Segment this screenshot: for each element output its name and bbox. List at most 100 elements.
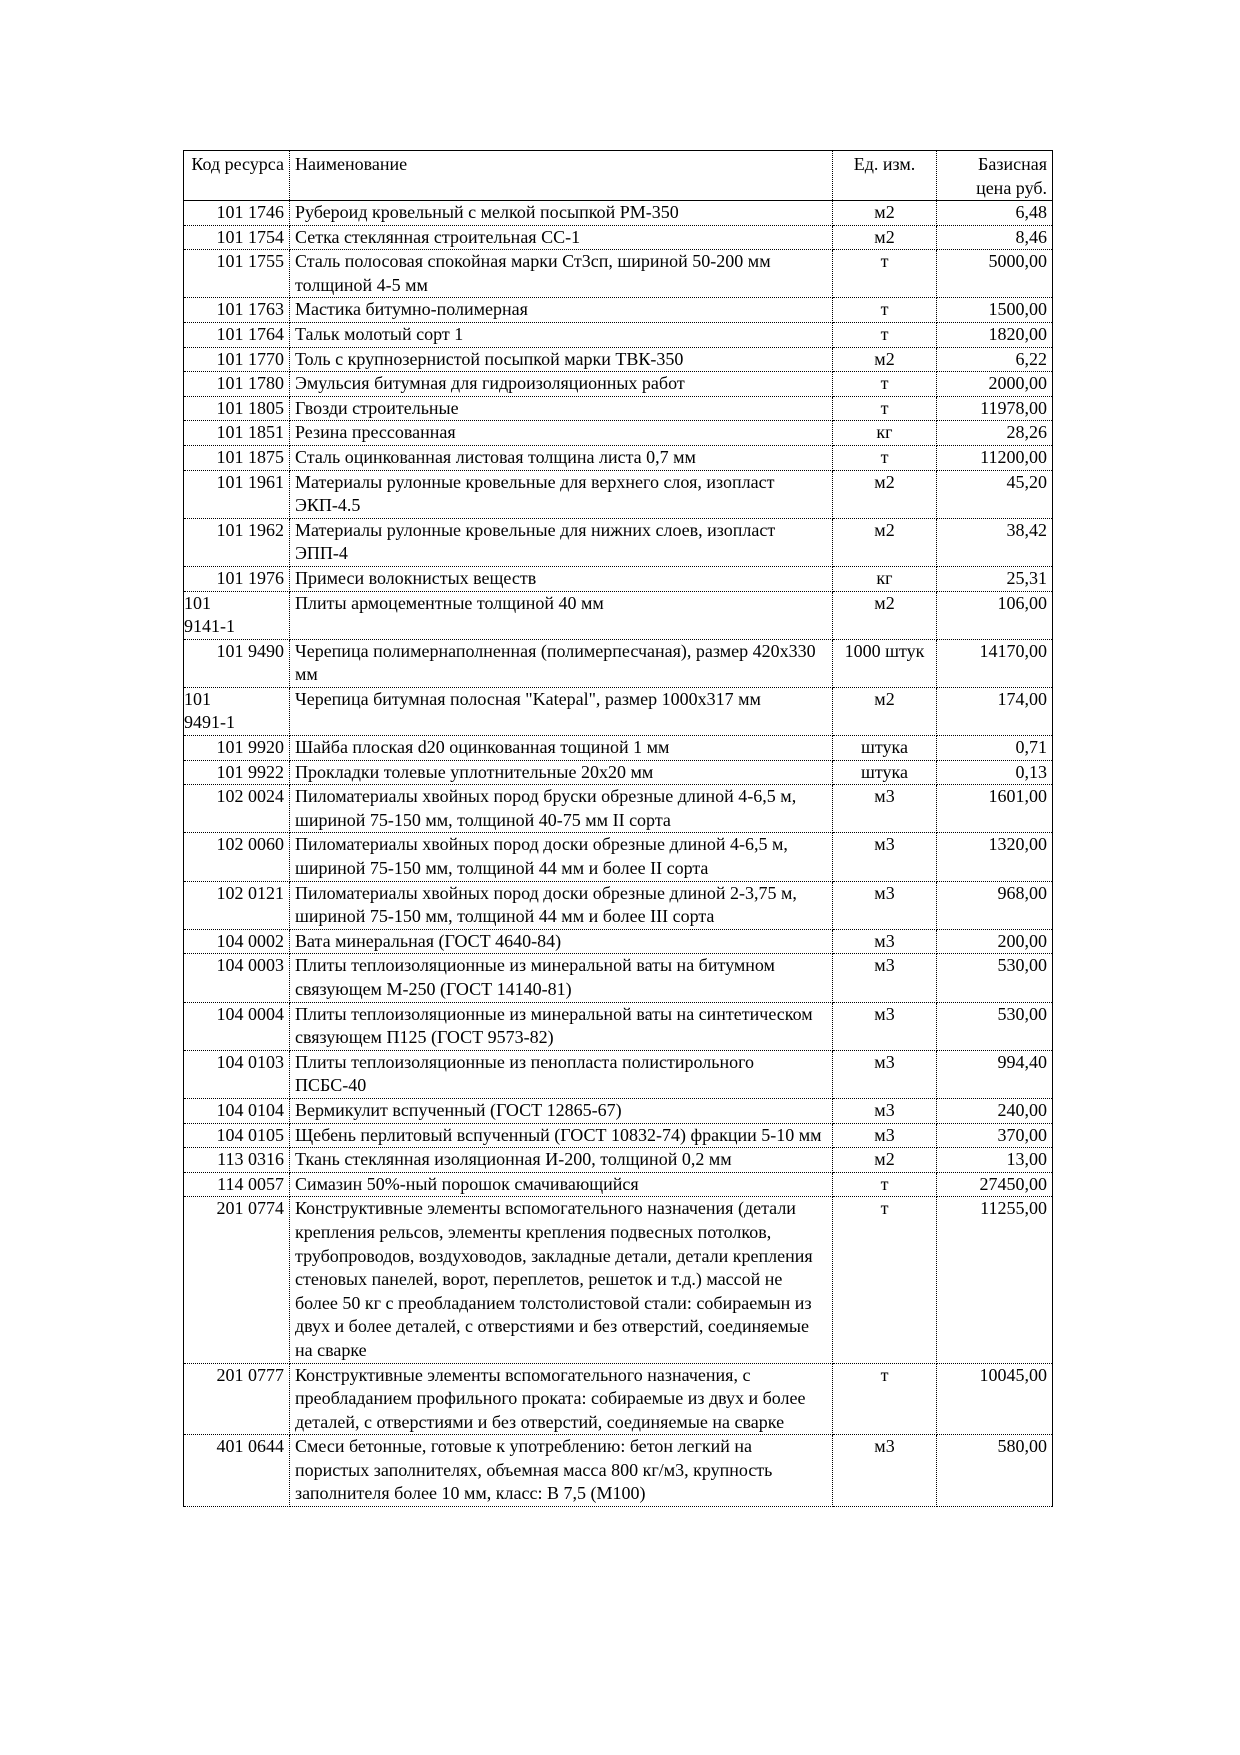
header-unit: Ед. изм.: [832, 150, 937, 201]
cell-unit: м2: [832, 1147, 937, 1173]
cell-unit: м3: [832, 1122, 937, 1149]
cell-code: 101 1763: [183, 297, 290, 323]
code-text: 101 9491-1: [184, 688, 235, 733]
cell-price: 240,00: [936, 1097, 1053, 1124]
cell-name: Эмульсия битумная для гидроизоляционных …: [289, 371, 833, 397]
cell-price: 11200,00: [936, 444, 1053, 471]
cell-name: Сталь полосовая спокойная марки Ст3сп, ш…: [289, 249, 833, 299]
cell-code: 104 0103: [183, 1049, 290, 1099]
cell-unit: т: [832, 1171, 937, 1198]
cell-name: Шайба плоская d20 оцинкованная тощиной 1…: [289, 735, 833, 761]
cell-price: 45,20: [936, 469, 1053, 519]
cell-name: Пиломатериалы хвойных пород доски обрезн…: [289, 880, 833, 930]
cell-code: 401 0644: [183, 1434, 290, 1508]
cell-price: 200,00: [936, 928, 1053, 955]
table-row: 101 9490 Черепица полимернаполненная (пол…: [183, 638, 1053, 688]
table-row: 104 0103 Плиты теплоизоляционные из пеноп…: [183, 1049, 1053, 1099]
table-row: 104 0002 Вата минеральная (ГОСТ 4640-84) м…: [183, 928, 1053, 955]
cell-code: 102 0060: [183, 832, 290, 882]
table-row: 102 0024 Пиломатериалы хвойных пород брус…: [183, 784, 1053, 834]
cell-unit: м3: [832, 784, 937, 834]
cell-name: Тальк молотый сорт 1: [289, 321, 833, 348]
cell-name: Черепица полимернаполненная (полимерпесч…: [289, 638, 833, 688]
table-row: 104 0003 Плиты теплоизоляционные из минер…: [183, 953, 1053, 1003]
cell-code: 113 0316: [183, 1147, 290, 1173]
cell-name: Ткань стеклянная изоляционная И-200, тол…: [289, 1147, 833, 1173]
cell-price: 6,22: [936, 346, 1053, 373]
cell-unit: штука: [832, 759, 937, 786]
cell-name: Плиты теплоизоляционные из минеральной в…: [289, 1001, 833, 1051]
cell-price: 1320,00: [936, 832, 1053, 882]
cell-unit: м3: [832, 1097, 937, 1124]
cell-name: Плиты теплоизоляционные из минеральной в…: [289, 953, 833, 1003]
cell-price: 580,00: [936, 1434, 1053, 1508]
cell-name: Резина прессованная: [289, 420, 833, 446]
cell-name: Плиты армоцементные толщиной 40 мм: [289, 590, 833, 640]
cell-unit: м2: [832, 200, 937, 226]
cell-unit: м2: [832, 224, 937, 251]
cell-code: 101 9491-1: [183, 686, 290, 737]
cell-unit: м3: [832, 1434, 937, 1508]
cell-price: 14170,00: [936, 638, 1053, 688]
cell-code: 101 1755: [183, 249, 290, 299]
cell-name: Щебень перлитовый вспученный (ГОСТ 10832…: [289, 1122, 833, 1149]
cell-name: Материалы рулонные кровельные для верхне…: [289, 469, 833, 519]
cell-code: 102 0024: [183, 784, 290, 834]
cell-unit: штука: [832, 735, 937, 761]
table-row: 101 1780 Эмульсия битумная для гидроизоля…: [183, 371, 1053, 397]
cell-price: 968,00: [936, 880, 1053, 930]
cell-unit: м3: [832, 1001, 937, 1051]
cell-name: Сетка стеклянная строительная СС-1: [289, 224, 833, 251]
table-row: 201 0777 Конструктивные элементы вспомога…: [183, 1362, 1053, 1436]
cell-unit: т: [832, 297, 937, 323]
cell-unit: т: [832, 321, 937, 348]
table-row: 201 0774 Конструктивные элементы вспомога…: [183, 1196, 1053, 1364]
cell-name: Гвозди строительные: [289, 395, 833, 422]
cell-name: Прокладки толевые уплотнительные 20х20 м…: [289, 759, 833, 786]
cell-code: 104 0003: [183, 953, 290, 1003]
cell-unit: т: [832, 444, 937, 471]
table-row: 113 0316 Ткань стеклянная изоляционная И-…: [183, 1147, 1053, 1173]
cell-code: 101 1961: [183, 469, 290, 519]
cell-name: Симазин 50%-ный порошок смачивающийся: [289, 1171, 833, 1198]
cell-name: Конструктивные элементы вспомогательного…: [289, 1362, 833, 1436]
cell-price: 25,31: [936, 565, 1053, 592]
cell-name: Плиты теплоизоляционные из пенопласта по…: [289, 1049, 833, 1099]
cell-unit: м3: [832, 832, 937, 882]
cell-unit: м2: [832, 346, 937, 373]
table-row: 101 1875 Сталь оцинкованная листовая толщ…: [183, 444, 1053, 471]
cell-code: 101 1805: [183, 395, 290, 422]
cell-name: Сталь оцинкованная листовая толщина лист…: [289, 444, 833, 471]
cell-code: 101 9141-1: [183, 590, 290, 640]
cell-unit: м2: [832, 590, 937, 640]
cell-code: 101 1746: [183, 200, 290, 226]
cell-unit: т: [832, 1196, 937, 1364]
cell-name: Толь с крупнозернистой посыпкой марки ТВ…: [289, 346, 833, 373]
cell-unit: т: [832, 1362, 937, 1436]
cell-price: 11978,00: [936, 395, 1053, 422]
cell-name: Смеси бетонные, готовые к употреблению: …: [289, 1434, 833, 1508]
header-code: Код ресурса: [183, 150, 290, 201]
resource-price-table: Код ресурса Наименование Ед. изм. Базисн…: [183, 150, 1053, 1508]
cell-price: 6,48: [936, 200, 1053, 226]
table-row: 101 1962 Материалы рулонные кровельные дл…: [183, 517, 1053, 567]
code-text: 101 9141-1: [184, 592, 235, 637]
header-price: Базисная цена руб.: [936, 150, 1053, 201]
table-row: 101 1755 Сталь полосовая спокойная марки …: [183, 249, 1053, 299]
table-row: 102 0060 Пиломатериалы хвойных пород доск…: [183, 832, 1053, 882]
table-row: 101 1805 Гвозди строительные т 11978,00: [183, 395, 1053, 422]
cell-name: Рубероид кровельный с мелкой посыпкой РМ…: [289, 200, 833, 226]
cell-price: 994,40: [936, 1049, 1053, 1099]
cell-price: 106,00: [936, 590, 1053, 640]
cell-code: 102 0121: [183, 880, 290, 930]
table-row: 101 1754 Сетка стеклянная строительная СС…: [183, 224, 1053, 251]
cell-code: 101 1764: [183, 321, 290, 348]
cell-unit: кг: [832, 565, 937, 592]
cell-code: 101 9920: [183, 735, 290, 761]
table-row: 101 9141-1 Плиты армоцементные толщиной 4…: [183, 590, 1053, 640]
cell-name: Вермикулит вспученный (ГОСТ 12865-67): [289, 1097, 833, 1124]
cell-unit: т: [832, 395, 937, 422]
cell-price: 11255,00: [936, 1196, 1053, 1364]
cell-price: 8,46: [936, 224, 1053, 251]
cell-name: Черепица битумная полосная "Katepal", ра…: [289, 686, 833, 737]
